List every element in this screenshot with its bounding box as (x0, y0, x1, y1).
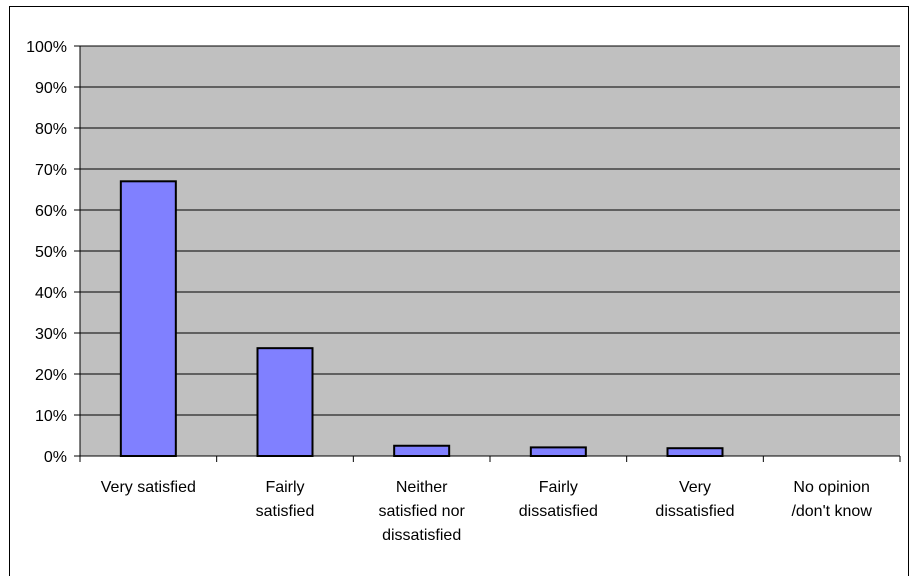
y-tick-label: 40% (35, 285, 67, 302)
x-category-label: Very satisfied (101, 479, 196, 496)
bar (256, 347, 314, 458)
x-category-label: Fairly satisfied (256, 479, 315, 520)
x-category-label: Very dissatisfied (655, 479, 734, 520)
bar (666, 447, 724, 457)
y-tick-label: 100% (26, 39, 67, 56)
y-tick-label: 90% (35, 80, 67, 97)
bar (393, 444, 451, 457)
bar (529, 446, 587, 458)
x-category-label: No opinion/don't know (791, 479, 872, 520)
x-category-label: Fairly dissatisfied (519, 479, 598, 520)
bar (119, 180, 177, 458)
y-tick-label: 80% (35, 121, 67, 138)
y-tick-label: 50% (35, 244, 67, 261)
x-category-label: Neither satisfied nor dissatisfied (379, 479, 466, 544)
y-tick-label: 20% (35, 367, 67, 384)
y-tick-label: 30% (35, 326, 67, 343)
chart-frame (9, 6, 909, 576)
y-tick-label: 70% (35, 162, 67, 179)
y-tick-label: 60% (35, 203, 67, 220)
y-tick-label: 0% (44, 449, 67, 466)
y-tick-label: 10% (35, 408, 67, 425)
